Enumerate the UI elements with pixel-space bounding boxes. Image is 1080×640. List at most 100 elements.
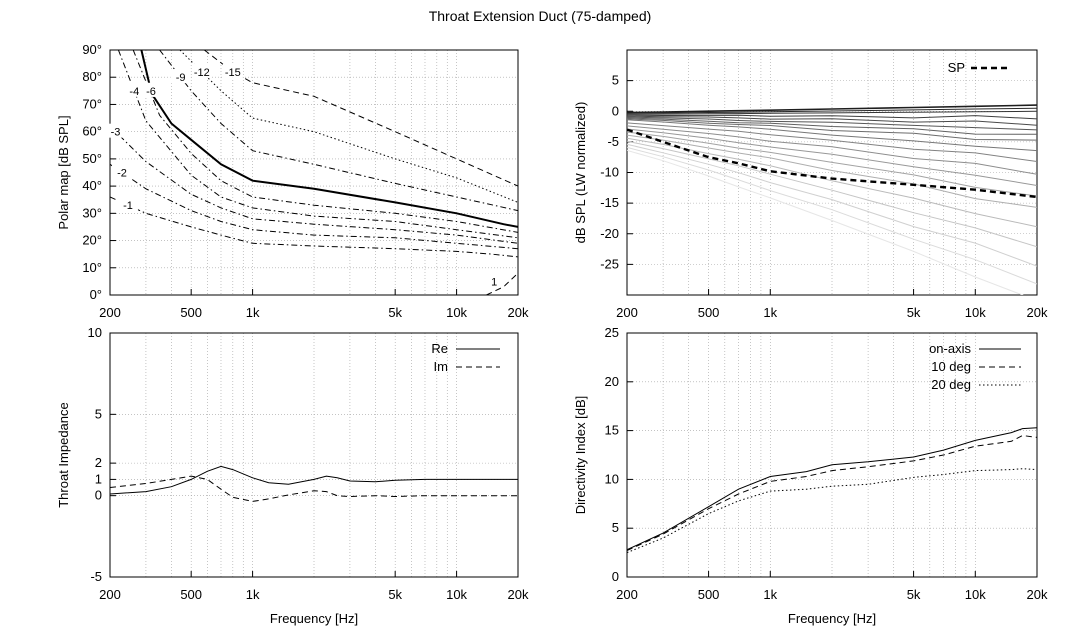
contour-label-bg xyxy=(117,197,138,212)
polar-angle-curve xyxy=(627,122,1037,162)
impedance-panel: 200 500 1k 5k 10k 20k -5 0 12 5 10 Throat Impedance… xyxy=(56,325,529,626)
contour-line xyxy=(159,50,518,212)
di-ylabel: Directivity Index [dB] xyxy=(573,396,588,515)
impedance-ytick-label: 5 xyxy=(95,406,102,421)
contour-line xyxy=(179,50,518,203)
polar-angle-curve xyxy=(627,134,1037,208)
contour-line xyxy=(140,50,518,228)
impedance-ytick-label: -5 xyxy=(90,569,102,584)
di-series-line xyxy=(626,434,1038,552)
contour-label: -6 xyxy=(146,86,156,98)
legend-re-label: Re xyxy=(431,341,448,356)
legend-di-label: 10 deg xyxy=(931,359,971,374)
contour-label: -2 xyxy=(117,168,127,180)
contour-line xyxy=(486,272,518,295)
spl-ytick-label: -15 xyxy=(600,195,619,210)
polar-angle-curve xyxy=(627,114,1037,120)
spl-panel: 200 500 1k 5k 10k 20k -25 -20 -15 -10 -5 0 5 dB SPL (… xyxy=(573,49,1048,320)
contour-label: -12 xyxy=(194,67,210,79)
di-ytick-label: 20 xyxy=(605,374,619,389)
contour-label-bg xyxy=(111,164,132,179)
polar-xtick-label: 500 xyxy=(180,305,202,320)
polar-angle-curve xyxy=(627,146,1037,285)
polar-angle-curve xyxy=(627,140,1037,248)
polar-angle-curve xyxy=(627,104,1037,114)
impedance-xtick-label: 500 xyxy=(180,587,202,602)
polar-angle-curve xyxy=(627,149,1024,295)
polar-ytick-label: 30° xyxy=(82,205,102,220)
polar-angle-curve xyxy=(627,107,1037,114)
legend-sp-label: SP xyxy=(948,60,965,75)
polar-ylabel: Polar map [dB SPL] xyxy=(56,115,71,229)
polar-xtick-label: 200 xyxy=(99,305,121,320)
contour-label: -9 xyxy=(176,72,186,84)
di-plot-frame xyxy=(626,332,1038,578)
contour-label-bg xyxy=(105,123,126,138)
contour-line xyxy=(110,196,518,258)
impedance-xtick-label: 200 xyxy=(99,587,121,602)
polar-xtick-label: 5k xyxy=(388,305,402,320)
contour-label: -3 xyxy=(111,127,121,139)
spl-ytick-label: -20 xyxy=(600,226,619,241)
contour-label-bg xyxy=(140,82,161,97)
impedance-re-line xyxy=(109,465,518,495)
di-ytick-label: 15 xyxy=(605,423,619,438)
polar-ytick-label: 90° xyxy=(82,42,102,57)
impedance-ytick-label: 2 xyxy=(95,455,102,470)
contour-label: -4 xyxy=(129,86,139,98)
di-xtick-label: 200 xyxy=(616,587,638,602)
di-ytick-label: 25 xyxy=(605,325,619,340)
di-xtick-label: 1k xyxy=(763,587,777,602)
polar-ytick-label: 70° xyxy=(82,96,102,111)
polar-ytick-label: 0° xyxy=(90,287,102,302)
polar-plot-frame xyxy=(109,49,519,296)
spl-ytick-label: 0 xyxy=(612,103,619,118)
polar-angle-curve xyxy=(627,143,1037,267)
spl-ytick-label: -10 xyxy=(600,165,619,180)
contour-label-bg xyxy=(222,63,243,78)
contour-line xyxy=(110,163,518,250)
contour-label-bg xyxy=(170,69,191,84)
di-ytick-label: 0 xyxy=(612,569,619,584)
polar-angle-curve xyxy=(627,110,1037,115)
polar-xtick-label: 10k xyxy=(446,305,467,320)
impedance-xtick-label: 10k xyxy=(446,587,467,602)
legend-di-label: on-axis xyxy=(929,341,971,356)
contour-line xyxy=(132,50,518,233)
impedance-ylabel: Throat Impedance xyxy=(56,402,71,508)
di-ytick-label: 10 xyxy=(605,471,619,486)
di-xtick-label: 10k xyxy=(965,587,986,602)
impedance-ytick-label: 10 xyxy=(88,325,102,340)
di-series-line xyxy=(626,468,1038,554)
polar-ytick-label: 60° xyxy=(82,124,102,139)
impedance-xtick-label: 20k xyxy=(508,587,529,602)
polar-angle-curve xyxy=(627,131,1037,197)
contour-label: -15 xyxy=(225,67,241,79)
polar-angle-curve xyxy=(627,117,1037,135)
spl-ytick-label: -5 xyxy=(607,134,619,149)
polar-angle-curve xyxy=(627,119,1037,152)
impedance-xlabel: Frequency [Hz] xyxy=(270,611,358,626)
legend-di-label: 20 deg xyxy=(931,377,971,392)
polar-xtick-label: 20k xyxy=(508,305,529,320)
di-xtick-label: 20k xyxy=(1027,587,1048,602)
polar-map-panel: 200 500 1k 5k 10k 20k 0° 10° 20° 30° 40° 50° 60° 70° 8… xyxy=(56,42,529,320)
polar-angle-curve xyxy=(627,116,1037,131)
spl-xtick-label: 1k xyxy=(763,305,777,320)
polar-xtick-label: 1k xyxy=(246,305,260,320)
spl-ytick-label: -25 xyxy=(600,256,619,271)
spl-ylabel: dB SPL (LW normalized) xyxy=(573,102,588,244)
polar-ytick-label: 50° xyxy=(82,151,102,166)
impedance-ytick-label: 1 xyxy=(95,471,102,486)
spl-xtick-label: 10k xyxy=(965,305,986,320)
polar-ytick-label: 20° xyxy=(82,233,102,248)
contour-line xyxy=(203,50,518,187)
contour-label: 1 xyxy=(491,276,497,288)
polar-angle-curve xyxy=(627,125,1037,175)
polar-ytick-label: 40° xyxy=(82,178,102,193)
impedance-ytick-label: 0 xyxy=(95,488,102,503)
contour-label-bg xyxy=(484,273,505,288)
contour-label-bg xyxy=(191,63,212,78)
di-xtick-label: 5k xyxy=(907,587,921,602)
